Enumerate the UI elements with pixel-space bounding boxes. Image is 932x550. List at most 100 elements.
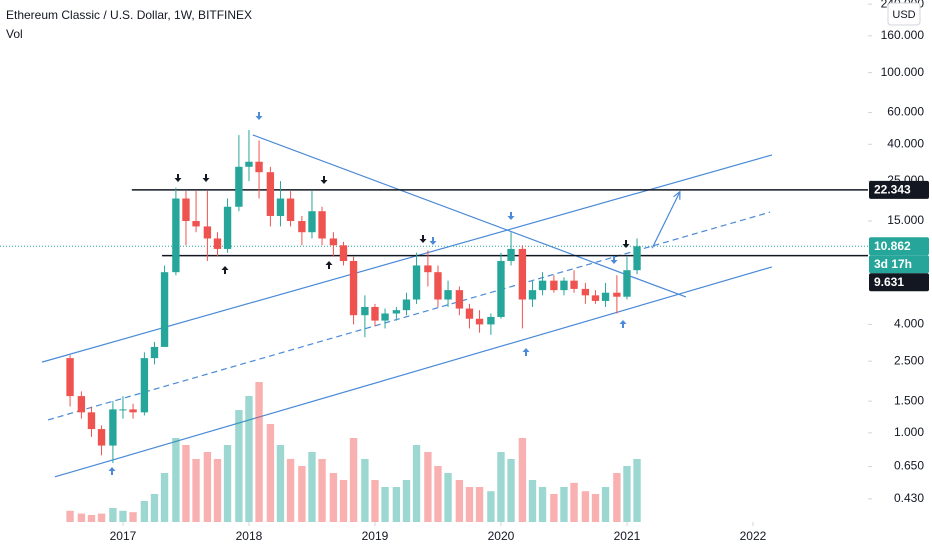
candle-body (223, 206, 232, 249)
volume-bar (298, 466, 306, 522)
volume-bar (286, 459, 295, 522)
candle-body (381, 313, 389, 321)
volume-bar (192, 459, 200, 522)
y-tick-label: 1.000 (894, 425, 924, 439)
arrow (202, 174, 210, 182)
arrow (429, 237, 437, 245)
candle-body (424, 265, 432, 273)
arrow (622, 240, 630, 248)
candle-body (87, 412, 96, 430)
candle-body (465, 308, 474, 319)
volume-bar (538, 487, 547, 522)
candle-body (129, 409, 137, 413)
plot-area (0, 130, 868, 522)
volume-bar (371, 480, 379, 522)
volume-bar (223, 445, 232, 522)
volume-bar (412, 445, 421, 522)
projection-head (673, 190, 681, 200)
volume-bar (497, 452, 505, 522)
volume-bar (581, 491, 590, 522)
candle-body (150, 346, 159, 359)
volume-bar (160, 473, 169, 522)
volume-bar (109, 508, 117, 522)
candle-body (570, 280, 578, 289)
volume-bar (97, 513, 106, 522)
volume-bar (518, 438, 527, 522)
volume-bar (182, 445, 190, 522)
volume-bar (444, 473, 452, 522)
candle-body (298, 221, 306, 233)
y-tick-label: 160.000 (881, 28, 925, 42)
candle-body (560, 280, 568, 291)
candle-body (203, 226, 212, 239)
projection-line (651, 191, 681, 249)
arrow (255, 112, 263, 120)
candle-body (235, 166, 243, 207)
candle-body (538, 280, 547, 291)
y-tick-label: 0.430 (894, 491, 924, 505)
x-tick-label: 2022 (740, 529, 767, 543)
candle-body (192, 221, 200, 227)
candle-body (276, 198, 285, 216)
last-price-label: 10.862 (874, 239, 911, 253)
y-tick-label: 15.000 (887, 213, 924, 227)
countdown-label: 3d 17h (874, 257, 912, 271)
volume-bar (623, 466, 631, 522)
candle-body (140, 358, 149, 413)
candle-body (109, 409, 117, 446)
level-label: 9.631 (874, 275, 904, 289)
x-tick-label: 2018 (236, 529, 263, 543)
volume-bar (528, 480, 537, 522)
candle-body (286, 198, 295, 222)
trend-line (252, 134, 687, 298)
arrow (419, 235, 427, 243)
y-tick-label: 2.500 (894, 353, 924, 367)
candle-body (371, 306, 379, 321)
volume-bar (560, 487, 568, 522)
candle-body (475, 318, 484, 325)
y-tick-label: 100.000 (881, 65, 925, 79)
candle-body (581, 288, 590, 296)
candle-body (255, 161, 263, 173)
volume-label: Vol (6, 27, 23, 41)
candle-body (550, 280, 558, 291)
volume-bar (172, 438, 180, 522)
currency-button[interactable] (887, 2, 921, 26)
y-tick-label: 60.000 (887, 105, 924, 119)
candle-body (66, 358, 74, 397)
level-label: 22.343 (874, 183, 911, 197)
chart-title: Ethereum Classic / U.S. Dollar, 1W, BITF… (6, 8, 252, 22)
volume-bar (276, 445, 285, 522)
volume-bar (129, 512, 137, 522)
volume-bar (213, 459, 222, 522)
candle-body (455, 290, 464, 309)
volume-bar (613, 473, 621, 522)
candle-body (119, 409, 127, 411)
volume-bar (339, 480, 348, 522)
candle-body (160, 272, 169, 347)
volume-bar (266, 424, 275, 522)
volume-bar (308, 452, 316, 522)
candle-body (497, 260, 505, 317)
arrow (320, 176, 328, 184)
y-tick-label: 40.000 (887, 136, 924, 150)
candle-body (97, 429, 106, 446)
volume-bar (87, 515, 96, 522)
y-tick-label: 0.650 (894, 459, 924, 473)
volume-bar (140, 501, 149, 522)
candle-body (245, 161, 253, 167)
trend-line (54, 266, 773, 478)
volume-bar (381, 487, 389, 522)
level-label-box (869, 273, 929, 292)
volume-bar (601, 487, 610, 522)
candle-body (361, 306, 369, 316)
candle-body (329, 238, 338, 246)
volume-bar (434, 466, 442, 522)
volume-bar (402, 480, 411, 522)
candle-body (172, 198, 180, 273)
candle-body (507, 248, 515, 261)
candle-body (349, 260, 358, 316)
trend-line (41, 154, 773, 363)
volume-bar (203, 452, 212, 522)
volume-bar (507, 459, 515, 522)
